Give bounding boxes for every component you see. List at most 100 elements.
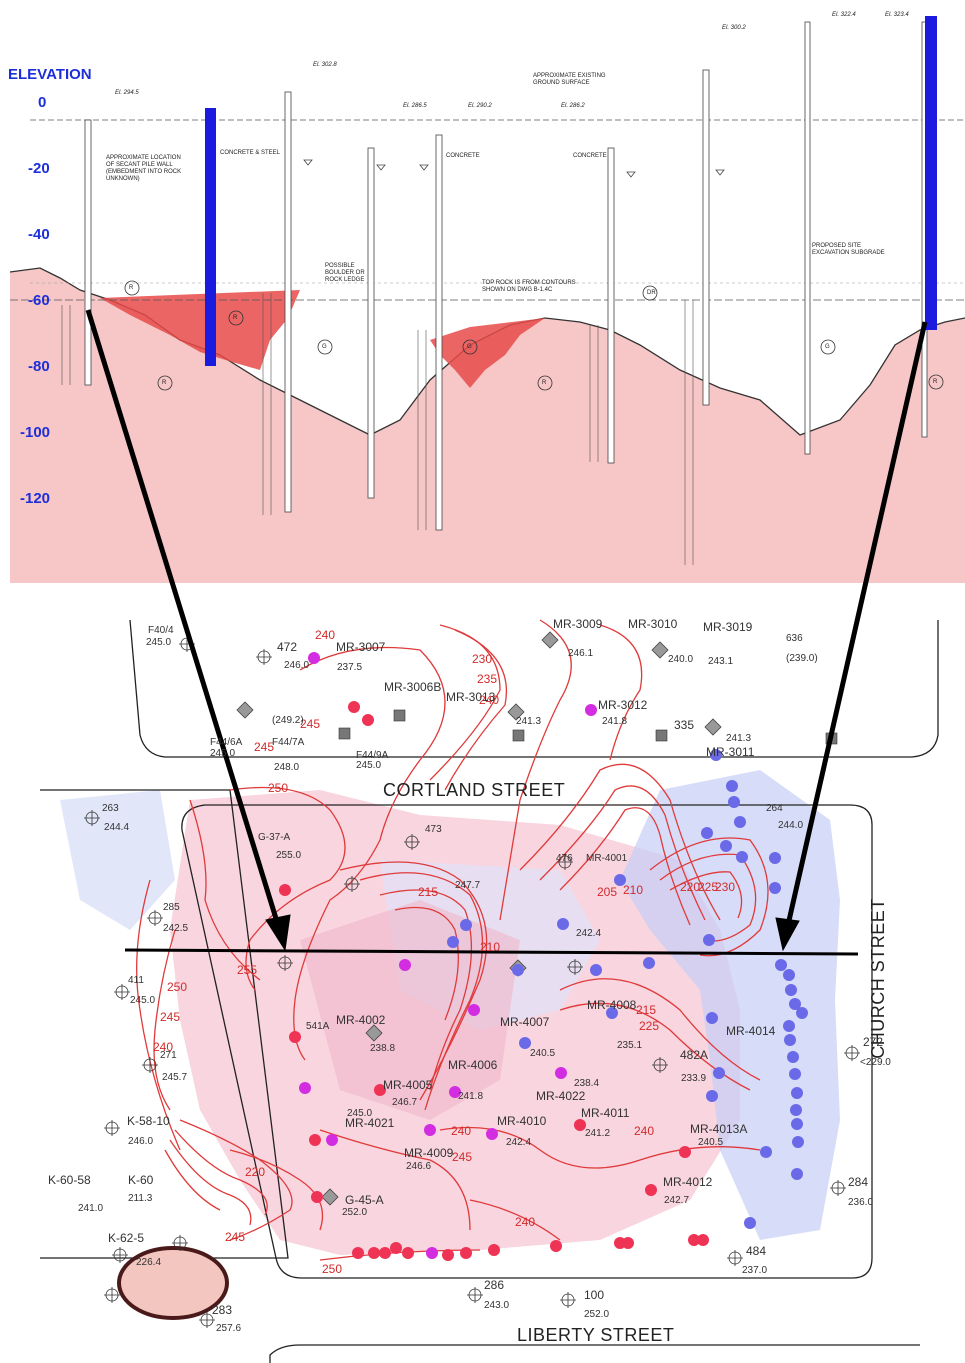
boring-elevation-label: El. 322.4 — [832, 12, 856, 18]
boring-elevation-value: 240.5 — [698, 1137, 724, 1148]
boring-dot-red — [679, 1146, 691, 1158]
boring-elevation-value: 246.1 — [568, 648, 594, 659]
boring-dot-blue — [557, 918, 569, 930]
boring-id-label: 411 — [128, 975, 144, 986]
projection-arrows — [85, 309, 928, 952]
boring-id-label: G-45-A — [345, 1193, 384, 1207]
contour-label: 225 — [698, 880, 719, 894]
contour-label: 240 — [479, 693, 500, 707]
top-rock-note: TOP ROCK IS FROM CONTOURS SHOWN ON DWG B… — [482, 280, 576, 293]
boring-id-label: K-60-58 — [48, 1173, 91, 1187]
boring-id-label: 264 — [766, 803, 783, 814]
contour-line — [519, 763, 721, 921]
water-marker — [715, 169, 725, 176]
boring-dot-red — [362, 714, 374, 726]
boring-id-label: MR-4021 — [345, 1116, 395, 1130]
boring-dot-blue — [760, 1146, 772, 1158]
boring-dot-blue — [787, 1051, 799, 1063]
boring-dot-red — [645, 1184, 657, 1196]
contour-label: 255 — [237, 963, 258, 977]
boring-dot-blue — [713, 1067, 725, 1079]
boring-id-label: 636 — [786, 633, 803, 644]
boring-id-label: 283 — [212, 1303, 233, 1317]
boring-id-label: MR-4006 — [448, 1058, 498, 1072]
boring-dot-red — [368, 1247, 380, 1259]
boring-id-label: MR-3006B — [384, 680, 442, 694]
contour-label: 240 — [515, 1215, 536, 1229]
sample-log — [589, 325, 599, 462]
diamond-marker — [236, 701, 254, 719]
elevation-tick-label: -20 — [28, 160, 50, 177]
contour-line — [136, 879, 181, 1151]
pink-zone — [300, 900, 520, 1120]
boring-id-label: MR-4005 — [383, 1078, 433, 1092]
boring-elevation-label: El. 286.2 — [561, 103, 585, 109]
contour-line — [469, 1199, 561, 1241]
contour-line — [499, 619, 572, 921]
contour-label: 245 — [452, 1150, 473, 1164]
contour-label: 215 — [636, 1003, 657, 1017]
block-outline-north — [129, 619, 939, 758]
water-marker — [303, 159, 313, 166]
boring-elevation-value: 241.8 — [602, 716, 628, 727]
square-marker — [655, 729, 668, 742]
contour-line — [229, 786, 346, 991]
contour-label: 220 — [680, 880, 701, 894]
survey-marker — [560, 1292, 576, 1308]
contour-line — [339, 861, 488, 1101]
contour-line — [379, 889, 473, 1091]
contour-label: 240 — [634, 1124, 655, 1138]
square-marker — [393, 709, 406, 722]
sample-log — [684, 300, 694, 565]
subgrade-note: PROPOSED SITE EXCAVATION SUBGRADE — [812, 243, 885, 256]
boring-id-label: MR-4012 — [663, 1175, 713, 1189]
boring-elevation-value: 243.1 — [708, 656, 734, 667]
boring-elevation-value: 241.0 — [78, 1203, 104, 1214]
boring-dot-blue — [784, 1034, 796, 1046]
contour-label: 245 — [300, 717, 321, 731]
diamond-markers — [236, 631, 722, 1206]
boring-elevation-value: 241.3 — [516, 716, 542, 727]
boring-dot-blue — [706, 1090, 718, 1102]
water-marker — [376, 164, 386, 171]
boring-elevation-label: El. 302.8 — [313, 62, 337, 68]
boring-dot-blue — [744, 1217, 756, 1229]
zone-label: R — [233, 315, 238, 321]
elevation-tick-label: -120 — [20, 490, 51, 507]
zone-label: R — [542, 380, 547, 386]
contour-label: 245 — [254, 740, 275, 754]
boring-id-label: MR-3010 — [628, 617, 678, 631]
boring-columns — [84, 21, 928, 531]
elevation-tick-label: -80 — [28, 358, 50, 375]
zone-circle — [228, 310, 244, 326]
magenta-borings — [299, 652, 597, 1259]
boring-dot-blue — [512, 964, 524, 976]
boring-id-label: F44/7A — [272, 737, 305, 748]
boring-dot-blue — [447, 936, 459, 948]
boring-id-label: F40/4 — [148, 625, 174, 636]
boring-dot-blue — [796, 1007, 808, 1019]
zone-circle — [157, 375, 173, 391]
boring-id-label: 472 — [277, 640, 298, 654]
concrete-steel-note: CONCRETE & STEEL — [220, 150, 281, 156]
contour-line — [153, 929, 176, 1111]
contour-line — [659, 853, 757, 942]
boring-column — [702, 69, 710, 406]
boring-dot-blue — [460, 919, 472, 931]
boring-dot-blue — [775, 959, 787, 971]
block-outline-site — [181, 804, 873, 1279]
boring-elevation-value: 237.0 — [742, 1265, 768, 1276]
boring-dot-blue — [791, 1168, 803, 1180]
elevation-axis-title: ELEVATION — [8, 66, 92, 83]
boring-dot-blue — [769, 852, 781, 864]
contour-label: 225 — [639, 1019, 660, 1033]
boring-elevation-label: El. 300.2 — [722, 25, 746, 31]
boring-column — [435, 134, 443, 531]
boring-dot-magenta — [449, 1086, 461, 1098]
boring-dot-magenta — [585, 704, 597, 716]
boring-dot-blue — [785, 984, 797, 996]
boring-id-label: 482A — [680, 1048, 709, 1062]
boring-id-label: 263 — [102, 803, 119, 814]
boring-id-label: G-37-A — [258, 832, 291, 843]
zone-label: G — [825, 344, 830, 350]
